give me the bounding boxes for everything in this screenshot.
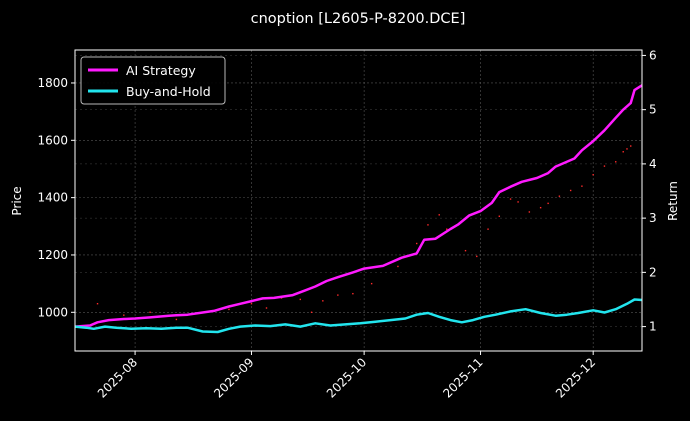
price-point <box>299 298 301 301</box>
series-lines <box>74 84 643 334</box>
price-point <box>322 300 324 302</box>
price-point <box>337 294 339 296</box>
plot-frame <box>74 49 643 352</box>
price-point <box>603 165 606 167</box>
price-point <box>446 228 448 230</box>
price-point <box>370 282 373 285</box>
price-point <box>622 151 624 153</box>
price-point <box>96 303 99 305</box>
price-point <box>265 307 268 309</box>
chart-title: cnoption [L2605-P-8200.DCE] <box>251 11 466 27</box>
y-axis-left: 1000 1200 1400 1600 1800 <box>37 76 75 319</box>
price-point <box>149 311 151 313</box>
price-point <box>352 292 354 295</box>
price-point <box>630 145 632 147</box>
y-tick-label: 1600 <box>37 133 68 147</box>
price-scatter <box>96 145 632 321</box>
price-point <box>626 148 628 150</box>
price-point <box>569 189 572 192</box>
legend: AI Strategy Buy-and-Hold <box>80 56 226 105</box>
price-point <box>558 195 561 197</box>
y2-tick-label: 4 <box>649 157 657 171</box>
y-tick-label: 1400 <box>37 191 68 205</box>
series-line-buy-and-hold <box>74 298 643 334</box>
y-tick-label: 1200 <box>37 248 68 262</box>
y-tick-label: 1800 <box>37 76 68 90</box>
legend-label-ai-strategy: AI Strategy <box>126 63 196 78</box>
price-point <box>250 303 253 305</box>
price-point <box>310 311 313 313</box>
y2-tick-label: 3 <box>649 211 657 225</box>
y-axis-label: Price <box>10 186 24 215</box>
y-tick-label: 1000 <box>37 305 68 319</box>
price-point <box>123 314 125 316</box>
price-point <box>427 224 429 226</box>
price-point <box>476 255 478 258</box>
price-point <box>592 174 594 176</box>
price-point <box>228 308 230 311</box>
price-point <box>397 265 399 268</box>
price-point <box>581 185 583 187</box>
price-point <box>509 198 512 200</box>
y2-tick-label: 1 <box>649 320 657 334</box>
price-point <box>539 206 542 209</box>
price-point <box>528 211 531 213</box>
price-point <box>464 249 467 252</box>
price-point <box>438 214 440 216</box>
y2-tick-label: 2 <box>649 265 657 279</box>
y2-tick-label: 5 <box>649 103 657 117</box>
y2-axis-label: Return <box>666 181 680 221</box>
price-point <box>498 215 501 217</box>
y2-tick-label: 6 <box>649 48 657 62</box>
y-axis-right: 1 2 3 4 5 6 <box>642 48 657 334</box>
price-point <box>175 318 178 321</box>
series-line-ai-strategy <box>74 84 643 328</box>
price-point <box>487 228 489 230</box>
price-point <box>517 201 519 203</box>
price-point <box>416 242 418 245</box>
price-point <box>547 202 549 205</box>
legend-label-buy-and-hold: Buy-and-Hold <box>126 84 211 99</box>
price-point <box>615 161 617 163</box>
grid <box>75 50 642 351</box>
